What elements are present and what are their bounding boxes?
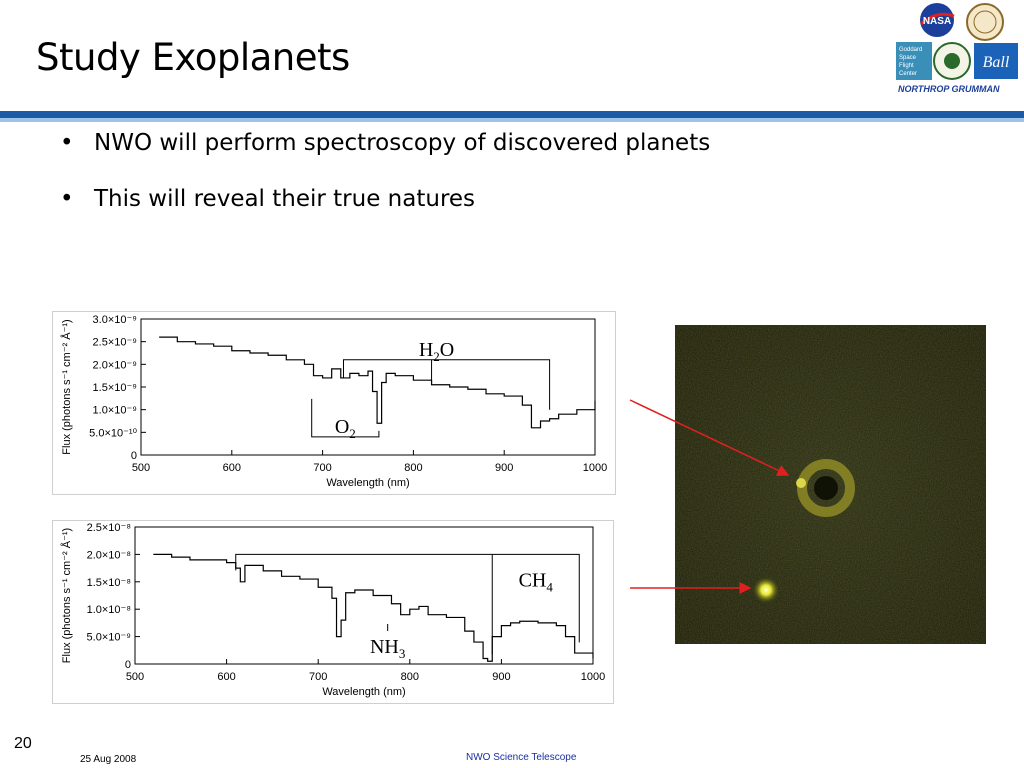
y-tick-label: 2.0×10⁻⁸ [87,549,131,561]
x-tick-label: 900 [495,462,513,474]
molecule-annotation: NH3 [370,624,405,661]
ring-planet [797,459,855,517]
spectrum-panel-top: 500 600 700 800 900 1000 0 5.0×10⁻¹⁰ 1.0×10⁻⁹ 1.5… [52,311,616,495]
y-tick-label: 1.0×10⁻⁹ [93,405,137,417]
svg-text:Ball: Ball [983,54,1010,71]
y-tick-label: 0 [125,659,131,671]
annotation-bracket [342,359,551,410]
x-tick-label: 1000 [581,671,605,683]
page-number: 20 [14,735,32,752]
svg-text:Flight: Flight [899,63,914,69]
svg-text:Goddard: Goddard [899,47,922,53]
exoplanet-image-svg [675,325,986,644]
pointer-arrows [629,399,790,594]
annotation-bracket [311,398,380,438]
x-tick-label: 600 [223,462,241,474]
y-tick-label: 1.0×10⁻⁸ [87,604,131,616]
spectrum-panel-bottom: 500 600 700 800 900 1000 0 5.0×10⁻⁹ 1.0×10⁻⁸ 1.5×… [52,520,614,704]
x-tick-label: 1000 [583,462,607,474]
bullet-item: • NWO will perform spectroscopy of disco… [60,128,710,184]
molecule-label: CH4 [519,569,554,594]
svg-text:Space: Space [899,55,917,61]
x-axis-label: Wavelength (nm) [326,477,409,489]
molecule-label: H2O [419,339,454,364]
nasa-logo [920,3,954,37]
goddard-logo [896,42,932,80]
spectrum-chart-bottom: 500 600 700 800 900 1000 0 5.0×10⁻⁹ 1.0×10⁻⁸ 1.5×… [60,522,605,698]
x-tick-label: 700 [313,462,331,474]
bullet-item: • This will reveal their true natures [60,184,710,240]
arrow-to-ring-planet [629,399,790,476]
bullet-text: This will reveal their true natures [94,186,476,212]
bullet-dot: • [60,130,74,156]
molecule-label: O2 [335,416,356,441]
exoplanet-image [675,325,986,644]
y-tick-label: 2.5×10⁻⁹ [93,337,137,349]
x-tick-label: 600 [217,671,235,683]
molecule-annotation: H2O [342,339,551,410]
y-tick-label: 5.0×10⁻⁹ [87,632,131,644]
spectrum-chart-top: 500 600 700 800 900 1000 0 5.0×10⁻¹⁰ 1.0×10⁻⁹ 1.5… [60,314,607,489]
x-tick-label: 900 [492,671,510,683]
spectrum-line [159,336,596,429]
northrop-logo: NORTHROP GRUMMAN [898,84,1000,94]
footer-title: NWO Science Telescope [466,752,577,763]
molecule-annotation: CH4 [235,553,580,655]
x-tick-label: 500 [126,671,144,683]
x-tick-label: 700 [309,671,327,683]
y-tick-label: 0 [131,450,137,462]
footer-date: 25 Aug 2008 [80,754,137,765]
header-rule-light [0,118,1024,122]
plot-frame [134,526,594,665]
svg-text:Center: Center [899,71,917,77]
y-axis-label: Flux (photons s⁻¹ cm⁻² Å⁻¹) [60,528,73,663]
y-tick-label: 2.5×10⁻⁸ [87,522,131,534]
y-tick-label: 1.5×10⁻⁸ [87,577,131,589]
bullet-list: • NWO will perform spectroscopy of disco… [60,128,710,240]
nasa-logo-text: NASA [923,16,951,27]
x-tick-label: 500 [132,462,150,474]
molecule-annotation: O2 [311,398,380,441]
y-tick-label: 1.5×10⁻⁹ [93,382,137,394]
header-rule [0,111,1024,118]
x-axis-label: Wavelength (nm) [322,686,405,698]
partner-logos: NASA Goddard Space Flight Center Ball NO… [896,3,1018,94]
y-tick-label: 3.0×10⁻⁹ [93,314,137,326]
plot-frame [140,318,596,456]
annotation-bracket [235,553,580,643]
page-title: Study Exoplanets [36,36,350,79]
y-tick-label: 2.0×10⁻⁹ [93,359,137,371]
bullet-text: NWO will perform spectroscopy of discove… [94,130,711,156]
logo-strip: NASA Goddard Space Flight Center Ball NO… [890,0,1024,108]
molecule-label: NH3 [370,636,405,661]
point-planet [752,576,780,604]
bullet-dot: • [60,186,74,212]
university-seal [966,3,1004,41]
y-tick-label: 5.0×10⁻¹⁰ [89,427,137,439]
spectrum-line [153,553,594,662]
x-tick-label: 800 [404,462,422,474]
ball-logo [974,43,1018,79]
x-tick-label: 800 [401,671,419,683]
y-axis-label: Flux (photons s⁻¹ cm⁻² Å⁻¹) [60,319,73,454]
